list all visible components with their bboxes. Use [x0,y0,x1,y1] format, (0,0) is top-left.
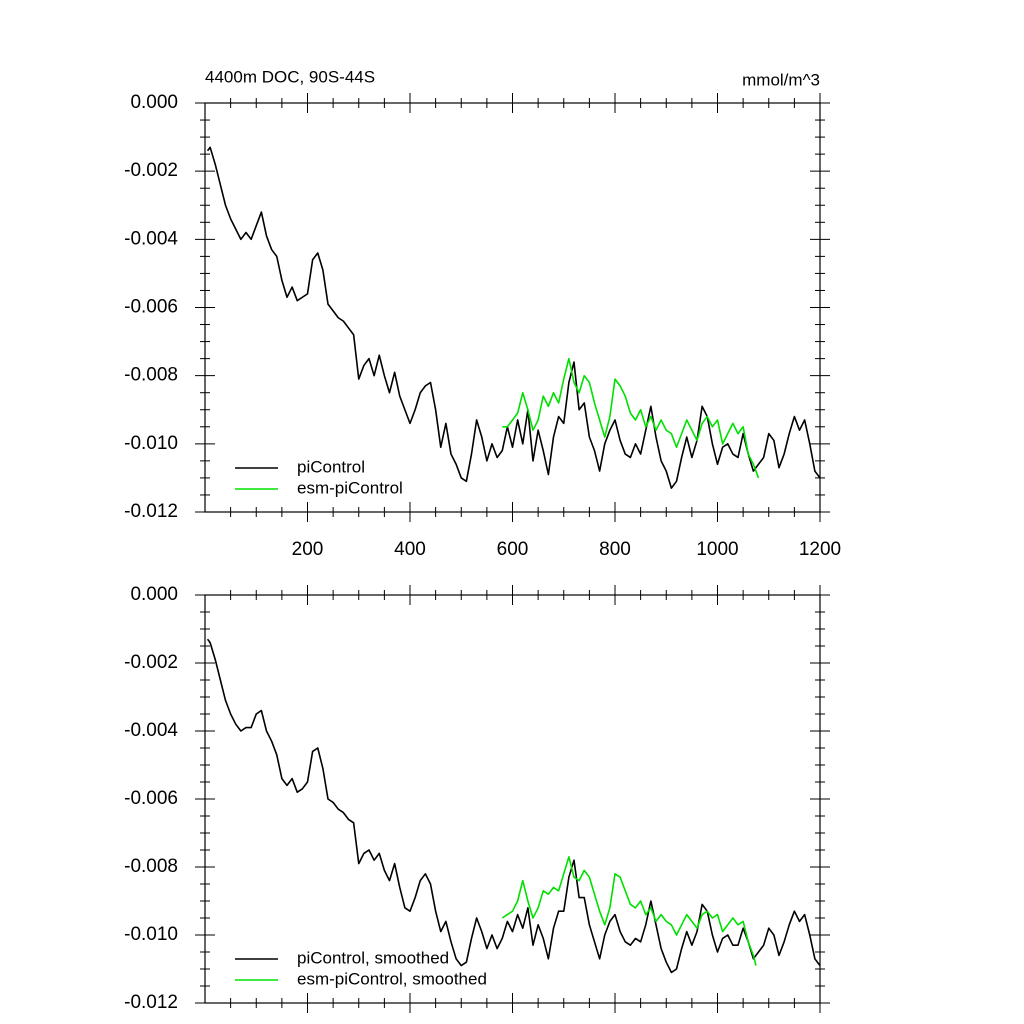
y-tick-label: -0.002 [124,652,178,673]
y-tick-label: -0.008 [124,856,178,877]
y-tick-label: -0.006 [124,788,178,809]
y-tick-label: -0.010 [124,433,178,454]
units-label: mmol/m^3 [742,70,820,89]
y-tick-label: 0.000 [130,584,178,605]
x-tick-label: 600 [497,539,529,560]
y-tick-label: 0.000 [130,92,178,113]
legend-label: piControl [297,457,365,476]
x-tick-label: 200 [292,539,324,560]
series-line [206,146,821,489]
x-tick-label: 1000 [696,539,738,560]
series-line [206,638,821,974]
plot-frame [204,594,821,1004]
y-tick-label: -0.004 [124,228,178,249]
y-tick-label: -0.006 [124,297,178,318]
y-tick-label: -0.008 [124,365,178,386]
plot-frame [204,102,821,513]
y-tick-label: -0.010 [124,924,178,945]
x-tick-label: 400 [394,539,426,560]
y-tick-label: -0.012 [124,992,178,1013]
legend-label: esm-piControl [297,478,403,497]
x-tick-label: 1200 [799,539,841,560]
x-tick-label: 800 [599,539,631,560]
legend-label: esm-piControl, smoothed [297,969,487,988]
series-line [502,357,760,479]
series-line [501,856,757,966]
y-tick-label: -0.012 [124,501,178,522]
y-tick-label: -0.002 [124,160,178,181]
y-tick-label: -0.004 [124,720,178,741]
legend-label: piControl, smoothed [297,948,449,967]
chart-title: 4400m DOC, 90S-44S [205,67,375,86]
